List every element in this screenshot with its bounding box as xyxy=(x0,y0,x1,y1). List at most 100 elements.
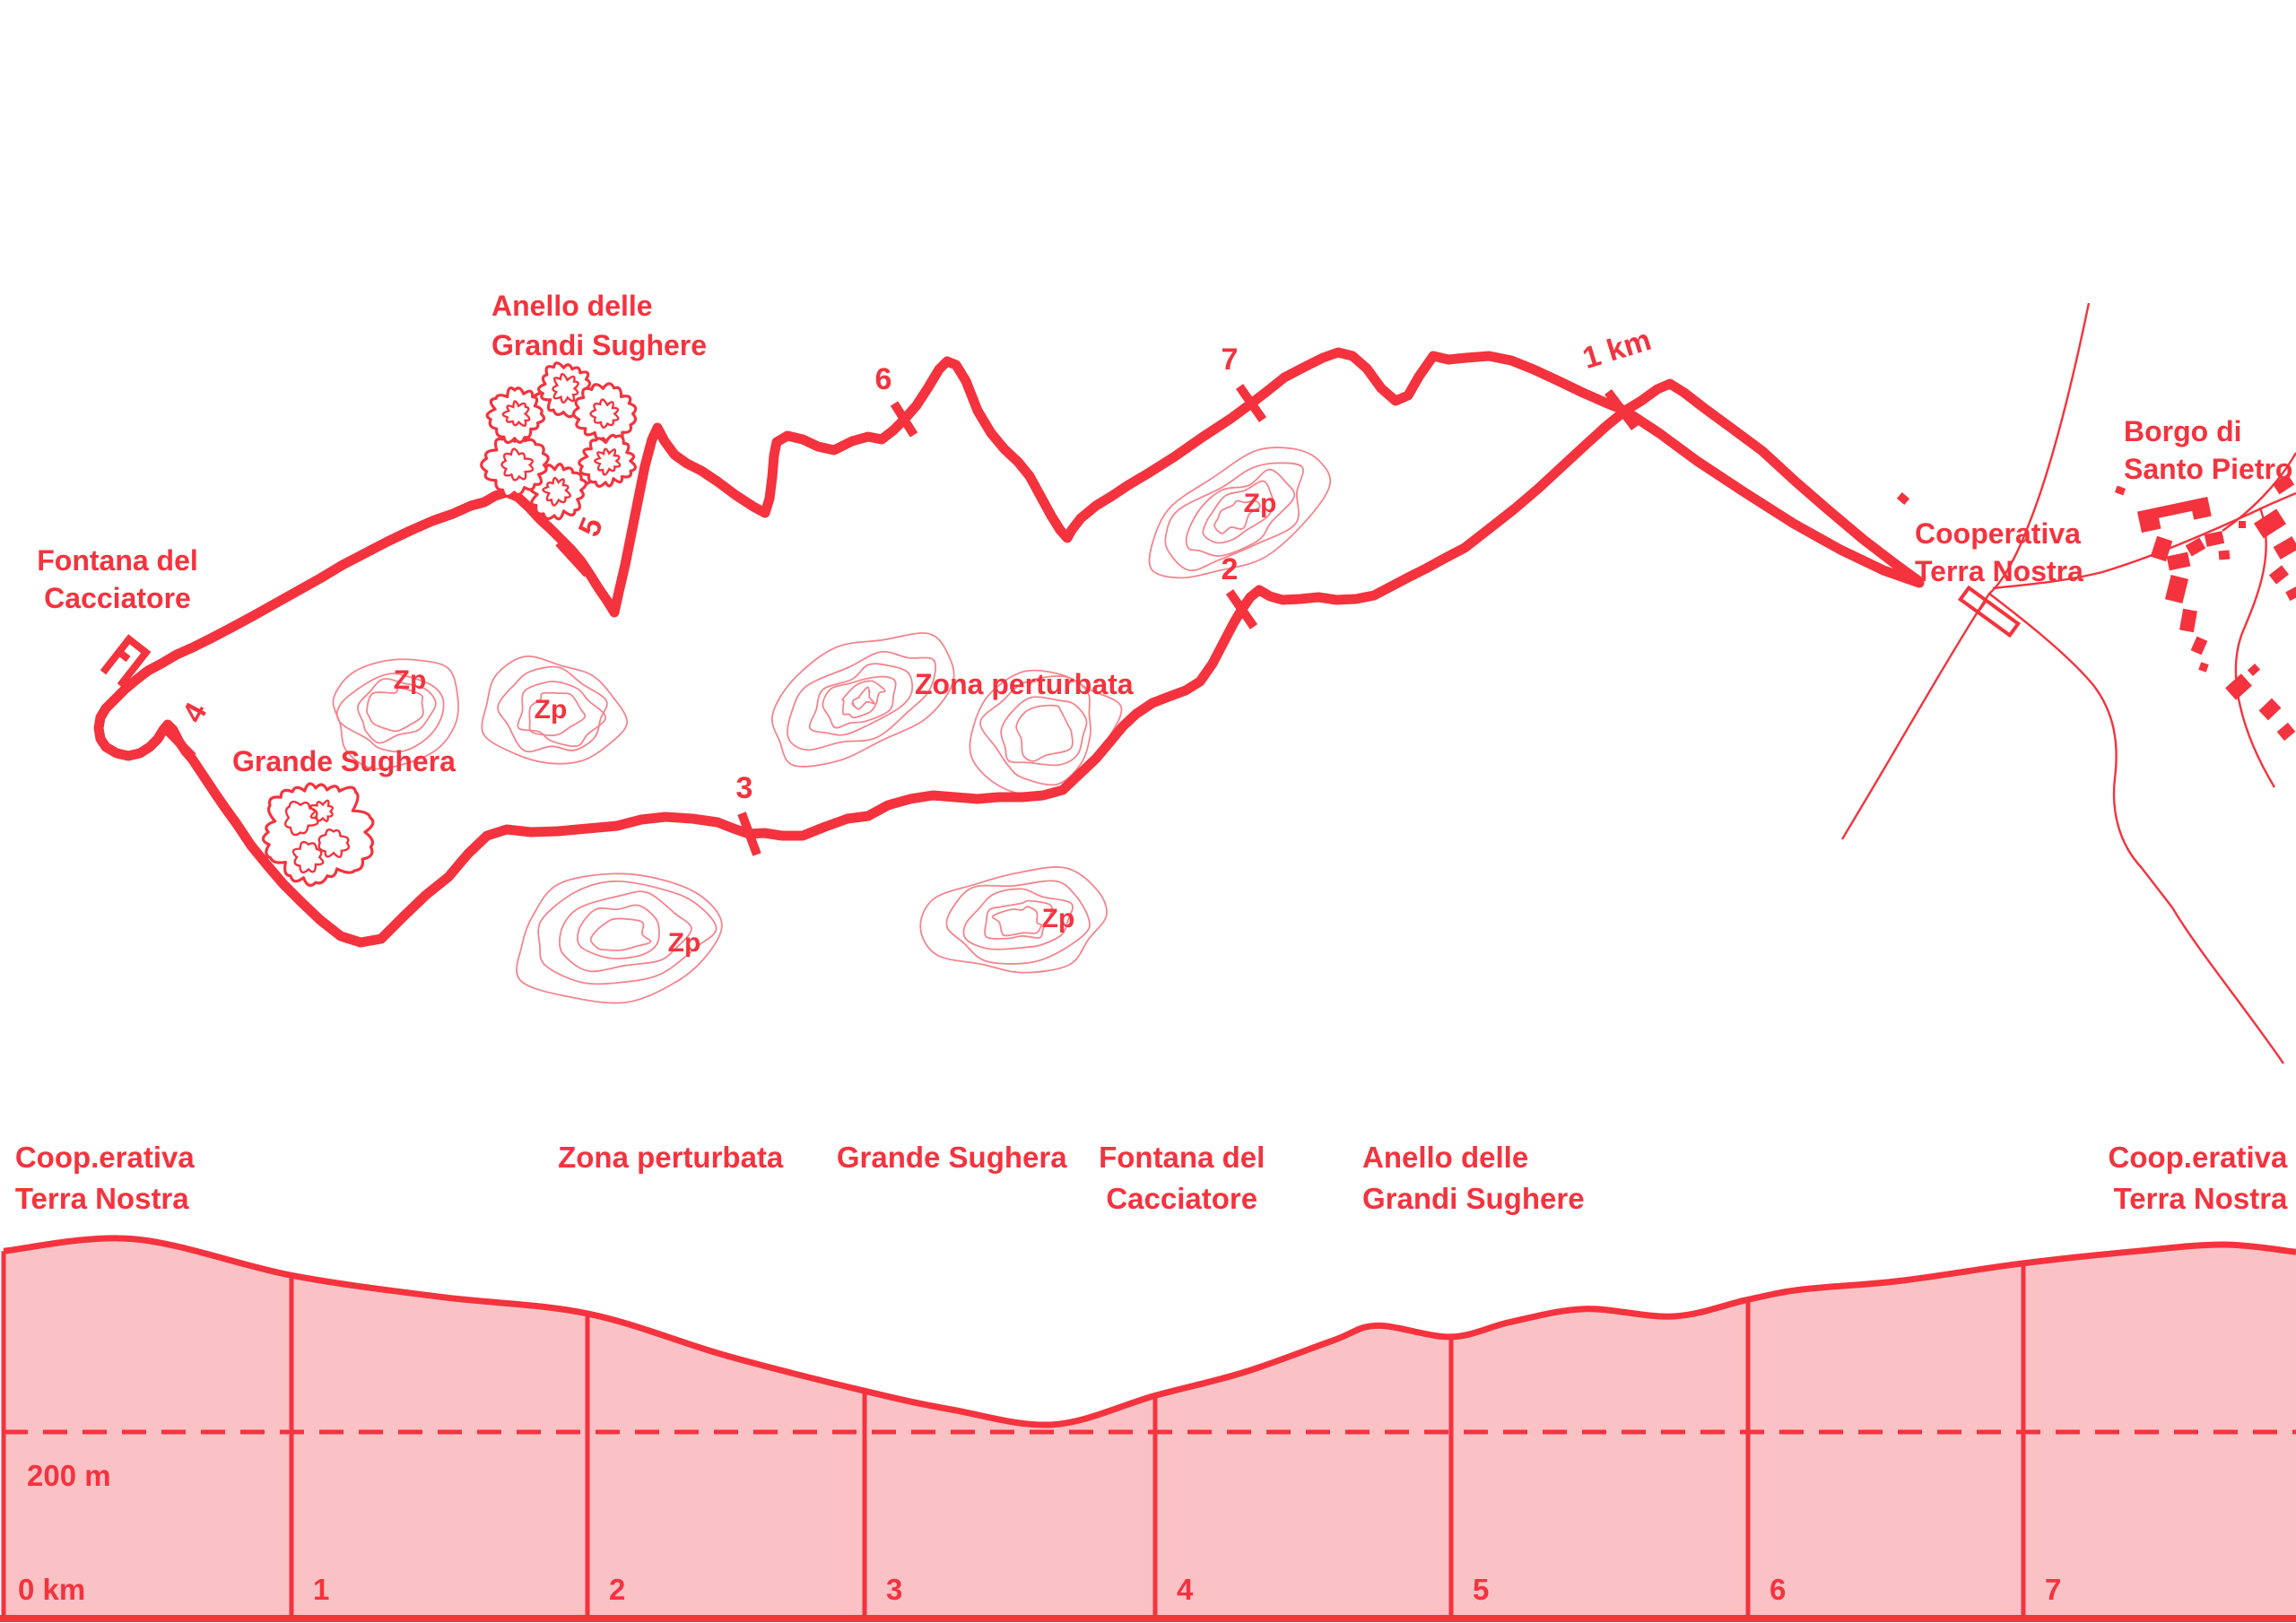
contour-zone xyxy=(919,866,1108,974)
contour-ring xyxy=(979,675,1091,786)
village-layer xyxy=(1840,302,2296,1064)
km-markers-layer: 1 km 2 3 4 5 6 7 xyxy=(161,323,1655,856)
profile-waypoint-fontana-del-cacciatore: Fontana del Cacciatore xyxy=(1099,1141,1265,1215)
place-label-grande-sughera: Grande Sughera xyxy=(232,745,456,777)
profile-waypoint-end: Coop.erativa Terra Nostra xyxy=(2109,1141,2289,1215)
tree-symbols-layer xyxy=(261,361,638,887)
tree-ring-icon xyxy=(480,361,638,521)
elevation-curve xyxy=(3,1235,2296,1428)
zp-zone-label: Zp xyxy=(394,665,427,695)
zp-zone-label: Zp xyxy=(1042,904,1075,933)
km-marker-label: 6 xyxy=(875,362,892,396)
km-axis-label: 6 xyxy=(1770,1573,1786,1606)
km-marker-tick xyxy=(890,401,918,438)
contour-ring xyxy=(577,904,660,960)
km-marker-label: 1 km xyxy=(1578,323,1655,376)
km-marker-tick xyxy=(1605,389,1639,430)
zp-labels-layer: Zp Zp Zp Zp Zp xyxy=(394,489,1277,958)
km-axis-label: 1 xyxy=(313,1573,329,1606)
contour-ring xyxy=(366,687,424,733)
reference-200m-label: 200 m xyxy=(27,1459,111,1492)
road xyxy=(1840,302,2091,840)
km-marker-tick xyxy=(555,539,591,577)
contour-ring xyxy=(984,899,1053,940)
contour-zone xyxy=(332,658,459,770)
contour-ring xyxy=(962,888,1074,950)
km-axis-label: 0 km xyxy=(18,1573,85,1606)
building xyxy=(2166,551,2191,571)
tree-detail xyxy=(552,372,579,404)
building xyxy=(2272,473,2295,495)
building xyxy=(2190,636,2208,655)
contour-ring xyxy=(770,632,955,768)
building xyxy=(2179,608,2197,633)
contour-ring xyxy=(497,665,608,753)
contour-ring xyxy=(808,663,914,736)
profile-waypoint-anello-delle-grandi-sughere: Anello delle Grandi Sughere xyxy=(1362,1141,1585,1215)
building xyxy=(1896,492,1910,505)
km-marker-tick xyxy=(1225,589,1258,629)
contour-zone xyxy=(516,872,723,1004)
km-axis-label: 7 xyxy=(2045,1573,2061,1606)
road xyxy=(1988,593,2173,908)
contour-ring xyxy=(528,691,587,737)
km-axis-label: 2 xyxy=(609,1573,625,1606)
km-axis-label: 4 xyxy=(1177,1573,1194,1606)
road xyxy=(2234,507,2276,788)
contour-zone xyxy=(1148,447,1332,579)
building xyxy=(2198,662,2209,673)
contour-ring xyxy=(1202,480,1274,544)
place-labels-layer: Anello delle Grandi Sughere Fontana del Cac… xyxy=(37,290,2292,777)
zp-zone-label: Zp xyxy=(535,695,568,725)
building xyxy=(2258,698,2282,721)
contour-ring xyxy=(919,866,1108,974)
profile-waypoint-zona-perturbata: Zona perturbata xyxy=(558,1141,784,1174)
building xyxy=(2253,508,2287,539)
km-axis-label: 5 xyxy=(1473,1573,1489,1606)
place-label-borgo-di-santo-pietro: Borgo di Santo Pietro xyxy=(2124,415,2292,485)
contour-ring xyxy=(516,872,723,1004)
building xyxy=(2150,535,2173,562)
contour-ring xyxy=(1185,468,1296,558)
profile-waypoint-start: Coop.erativa Terra Nostra xyxy=(15,1141,196,1215)
km-marker-tick xyxy=(1235,384,1267,422)
elevation-profile: Coop.erativa Terra Nostra Zona perturbata G… xyxy=(0,1141,2296,1622)
place-label-cooperativa-terra-nostra: Cooperativa Terra Nostra xyxy=(1915,517,2083,587)
contour-ring xyxy=(1213,499,1261,534)
km-marker-label: 2 xyxy=(1222,552,1239,586)
km-marker-label: 3 xyxy=(736,771,753,805)
building xyxy=(2218,550,2231,560)
place-label-anello-delle-grandi-sughere: Anello delle Grandi Sughere xyxy=(491,290,707,361)
cork-oak-tree-icon xyxy=(578,433,638,488)
cork-oak-tree-icon xyxy=(485,386,546,445)
tree-detail xyxy=(500,447,535,482)
km-marker-label: 5 xyxy=(572,513,610,542)
road xyxy=(2170,907,2284,1064)
building xyxy=(2268,565,2290,585)
zp-zone-label: Zp xyxy=(668,928,701,958)
km-marker-tick xyxy=(161,724,196,760)
contour-ring xyxy=(1015,704,1074,762)
road xyxy=(1992,491,2296,590)
building xyxy=(2247,663,2261,677)
zp-zone-label: Zp xyxy=(1244,489,1277,518)
contour-ring xyxy=(841,680,886,719)
contour-ring xyxy=(1164,462,1304,572)
km-axis-label: 3 xyxy=(886,1573,902,1606)
trail-route-line xyxy=(93,347,1925,948)
building xyxy=(2136,496,2212,534)
fountain-icon xyxy=(100,634,152,689)
building xyxy=(2204,531,2225,547)
contour-ring xyxy=(335,673,445,753)
contour-ring xyxy=(537,880,718,985)
contour-ring xyxy=(822,675,897,729)
building xyxy=(1957,585,2022,638)
contour-zone xyxy=(770,632,955,768)
building xyxy=(2285,586,2296,602)
road xyxy=(2222,452,2296,532)
contour-ring xyxy=(1000,696,1088,767)
contour-ring xyxy=(851,686,875,710)
cork-oak-tree-icon xyxy=(571,382,638,443)
contour-ring xyxy=(357,678,437,744)
